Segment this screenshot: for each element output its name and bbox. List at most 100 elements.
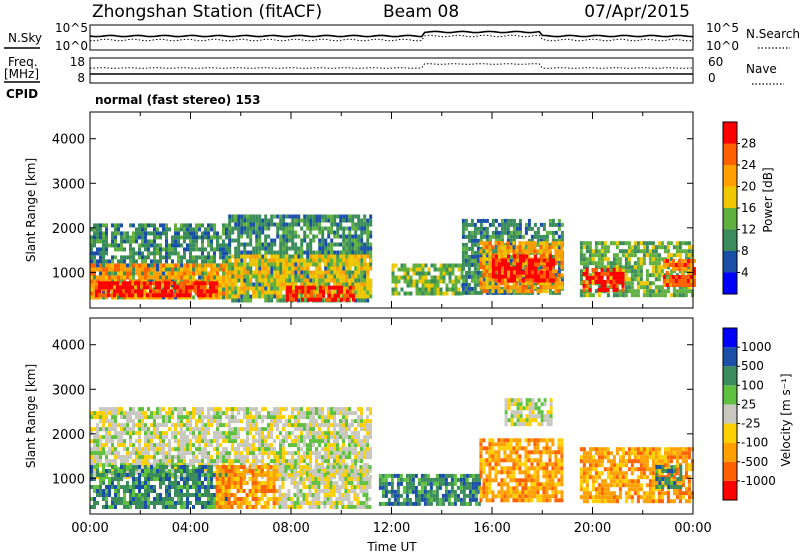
scatter-cell (467, 258, 471, 263)
scatter-cell (129, 415, 132, 420)
scatter-cell (648, 285, 652, 290)
scatter-cell (665, 283, 669, 287)
scatter-cell (165, 227, 168, 232)
scatter-cell (289, 285, 292, 290)
scatter-cell (660, 257, 664, 262)
scatter-cell (295, 289, 298, 294)
scatter-cell (219, 455, 222, 460)
scatter-cell (654, 245, 658, 250)
scatter-cell (524, 230, 528, 235)
scatter-cell (111, 427, 114, 432)
scatter-cell (639, 285, 643, 290)
scatter-cell (168, 455, 171, 460)
scatter-cell (548, 242, 552, 247)
scatter-cell (594, 279, 598, 284)
scatter-cell (662, 283, 666, 287)
scatter-cell (473, 262, 477, 267)
scatter-cell (627, 245, 631, 250)
scatter-cell (264, 443, 267, 448)
scatter-cell (351, 290, 355, 295)
scatter-cell (93, 291, 96, 296)
scatter-cell (579, 277, 583, 282)
scatter-cell (303, 270, 307, 275)
scatter-cell (351, 222, 355, 227)
scatter-cell (333, 266, 337, 271)
scatter-cell (560, 253, 564, 258)
scatter-cell (680, 271, 684, 275)
scatter-cell (204, 231, 207, 236)
scatter-cell (261, 407, 264, 412)
scatter-cell (228, 459, 231, 464)
scatter-cell (306, 294, 310, 299)
scatter-cell (159, 423, 162, 428)
scatter-cell (99, 247, 102, 252)
scatter-cell (436, 275, 440, 280)
scatter-cell (258, 222, 262, 227)
scatter-cell (660, 285, 664, 290)
scatter-cell (270, 274, 274, 279)
scatter-cell (279, 258, 283, 263)
scatter-cell (606, 287, 610, 292)
scatter-cell (189, 279, 192, 284)
scatter-cell (600, 245, 604, 250)
scatter-cell (291, 226, 295, 231)
scatter-cell (418, 275, 422, 280)
scatter-cell (331, 285, 334, 290)
scatter-cell (657, 293, 661, 298)
scatter-cell (512, 230, 516, 235)
scatter-cell (267, 282, 271, 287)
scatter-cell (105, 411, 108, 416)
scatter-cell (189, 415, 192, 420)
scatter-cell (240, 443, 243, 448)
scatter-cell (534, 266, 537, 271)
scatter-cell (579, 269, 583, 274)
scatter-cell (273, 294, 277, 299)
scatter-cell (300, 242, 304, 247)
scatter-cell (152, 281, 155, 286)
scatter-cell (153, 283, 156, 288)
scatter-cell (117, 291, 120, 296)
scatter-cell (369, 290, 373, 295)
scatter-cell (216, 271, 219, 276)
scatter-cell (312, 254, 316, 259)
scatter-cell (615, 271, 619, 276)
scatter-cell (123, 415, 126, 420)
scatter-cell (96, 463, 99, 468)
scatter-cell (457, 275, 461, 280)
scatter-cell (342, 254, 346, 259)
scatter-cell (102, 419, 105, 424)
scatter-cell (427, 287, 431, 292)
scatter-cell (123, 263, 126, 268)
scatter-cell (430, 275, 434, 280)
scatter-cell (651, 245, 655, 250)
scatter-cell (330, 266, 334, 271)
scatter-cell (111, 255, 114, 260)
scatter-cell (321, 238, 325, 243)
scatter-cell (588, 275, 592, 280)
scatter-cell (585, 257, 589, 262)
scatter-cell (461, 246, 465, 251)
scatter-cell (141, 259, 144, 264)
scatter-cell (339, 226, 343, 231)
scatter-cell (141, 463, 144, 468)
scatter-cell (105, 231, 108, 236)
scatter-cell (363, 274, 367, 279)
scatter-cell (527, 245, 531, 250)
scatter-cell (527, 281, 531, 286)
scatter-cell (684, 285, 688, 290)
scatter-cell (479, 281, 483, 286)
scatter-cell (231, 298, 235, 303)
scatter-cell (345, 246, 349, 251)
scatter-cell (234, 266, 238, 271)
scatter-cell (527, 249, 531, 254)
scatter-cell (337, 289, 340, 294)
scatter-cell (279, 266, 283, 271)
scatter-cell (366, 266, 370, 271)
scatter-cell (267, 455, 270, 460)
scatter-cell (252, 451, 255, 456)
scatter-cell (369, 266, 373, 271)
scatter-cell (464, 274, 468, 279)
scatter-cell (509, 245, 513, 250)
scatter-cell (120, 255, 123, 260)
scatter-cell (497, 238, 501, 243)
